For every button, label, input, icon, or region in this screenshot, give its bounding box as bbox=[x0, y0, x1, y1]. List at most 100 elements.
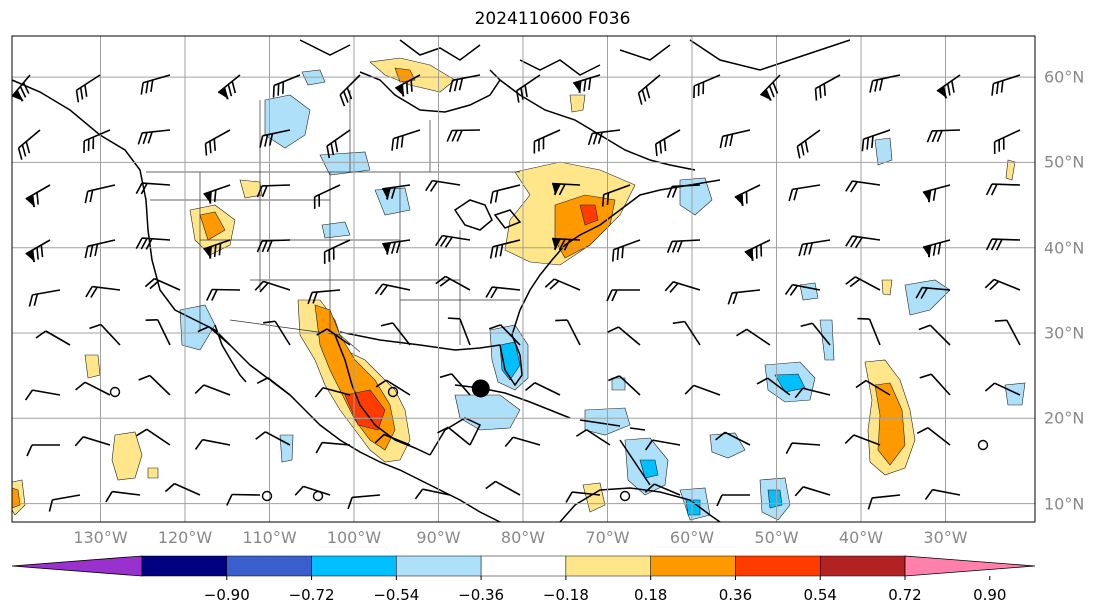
wind-barb bbox=[551, 237, 581, 251]
wind-barb bbox=[307, 289, 341, 305]
wind-barb bbox=[654, 129, 681, 157]
wind-barb bbox=[28, 289, 61, 307]
political-border bbox=[229, 319, 361, 353]
coastline bbox=[559, 487, 721, 523]
wind-barb bbox=[105, 490, 141, 503]
wind-barb bbox=[374, 283, 411, 296]
wind-barb bbox=[684, 384, 721, 396]
longitude-label: 110°W bbox=[242, 528, 297, 547]
shading-layer bbox=[11, 57, 1026, 521]
wind-barb bbox=[255, 431, 291, 446]
latitude-label: 30°N bbox=[1044, 323, 1085, 343]
wind-barb bbox=[608, 375, 641, 396]
wind-barb bbox=[217, 74, 241, 100]
wind-barb bbox=[555, 319, 581, 346]
wind-barb bbox=[857, 317, 881, 346]
wind-barb bbox=[375, 379, 411, 396]
wind-barb bbox=[439, 373, 471, 396]
colorbar-segment bbox=[396, 555, 482, 577]
latitude-label: 40°N bbox=[1044, 238, 1085, 258]
wind-barb bbox=[11, 74, 31, 102]
wind-barb bbox=[922, 239, 951, 258]
wind-barb bbox=[601, 184, 631, 207]
wind-barb bbox=[194, 438, 231, 450]
colorbar-tick-label: −0.72 bbox=[288, 586, 335, 604]
wind-barb bbox=[323, 239, 351, 264]
longitude-label: 90°W bbox=[416, 528, 461, 547]
colorbar-segment bbox=[565, 555, 651, 577]
wind-barb bbox=[382, 239, 411, 256]
anomaly-contour bbox=[344, 389, 386, 431]
colorbar-tick-label: −0.36 bbox=[458, 586, 505, 604]
anomaly-contour bbox=[1005, 159, 1016, 181]
anomaly-contour bbox=[147, 467, 159, 479]
wind-barb bbox=[572, 74, 601, 94]
wind-barb bbox=[326, 129, 351, 159]
longitude-label: 30°W bbox=[923, 528, 968, 547]
anomaly-contour bbox=[799, 282, 819, 301]
wind-barb bbox=[204, 129, 231, 156]
map-frame bbox=[11, 35, 1036, 523]
wind-barb bbox=[315, 441, 351, 454]
wind-barb bbox=[347, 494, 381, 510]
wind-barb bbox=[814, 74, 841, 101]
anomaly-contour bbox=[321, 221, 351, 239]
wind-barb bbox=[611, 239, 641, 262]
wind-barb bbox=[203, 184, 231, 205]
anomaly-contour bbox=[579, 204, 599, 226]
wind-barb bbox=[137, 129, 171, 145]
wind-barb bbox=[693, 74, 721, 99]
wind-barb bbox=[89, 323, 121, 346]
wind-barb bbox=[488, 324, 521, 346]
wind-barb bbox=[294, 485, 331, 496]
wind-barb bbox=[48, 494, 81, 512]
wind-barb bbox=[565, 491, 601, 503]
wind-barb bbox=[844, 434, 881, 446]
wind-barb bbox=[551, 182, 581, 196]
coastline bbox=[339, 331, 501, 351]
anomaly-contour bbox=[679, 177, 713, 216]
wind-barb bbox=[254, 280, 291, 293]
wind-barb bbox=[744, 239, 771, 262]
colorbar-segment bbox=[650, 555, 736, 577]
wind-barb bbox=[785, 442, 821, 455]
latitude-label: 60°N bbox=[1044, 67, 1085, 87]
wind-barb bbox=[25, 184, 51, 208]
wind-barb bbox=[145, 319, 171, 346]
wind-barb bbox=[35, 330, 71, 346]
colorbar-tick-label: 0.54 bbox=[803, 586, 837, 604]
wind-barb bbox=[926, 129, 961, 143]
wind-barb bbox=[136, 428, 171, 446]
anomaly-contour bbox=[819, 319, 835, 361]
anomaly-contour bbox=[767, 489, 783, 509]
wind-barbs-layer bbox=[11, 74, 1021, 512]
wind-barb bbox=[259, 129, 291, 148]
anomaly-contour bbox=[84, 354, 101, 379]
wind-barb bbox=[672, 320, 701, 346]
wind-barb bbox=[263, 320, 291, 346]
storm-marker-layer bbox=[471, 379, 490, 398]
colorbar-tick-label: −0.90 bbox=[203, 586, 250, 604]
colorbar-segment bbox=[141, 555, 228, 577]
wind-barb bbox=[435, 275, 471, 291]
wind-barb bbox=[135, 237, 171, 250]
wind-barb bbox=[489, 239, 521, 259]
latitude-label: 20°N bbox=[1044, 408, 1085, 428]
wind-barb bbox=[845, 180, 881, 193]
wind-barb bbox=[984, 278, 1021, 291]
wind-barb bbox=[855, 379, 891, 396]
wind-barb bbox=[918, 324, 951, 346]
coastline bbox=[214, 324, 247, 383]
wind-barb bbox=[664, 281, 701, 293]
wind-barb bbox=[525, 382, 561, 396]
wind-barb bbox=[916, 427, 951, 446]
wind-barb bbox=[135, 182, 171, 195]
calm-wind-circle bbox=[977, 439, 989, 451]
wind-barb bbox=[985, 183, 1021, 196]
wind-barb bbox=[206, 288, 241, 301]
wind-barb bbox=[922, 184, 951, 203]
wind-barb bbox=[515, 74, 541, 103]
wind-barb bbox=[784, 283, 821, 296]
anomaly-contour bbox=[874, 137, 893, 166]
